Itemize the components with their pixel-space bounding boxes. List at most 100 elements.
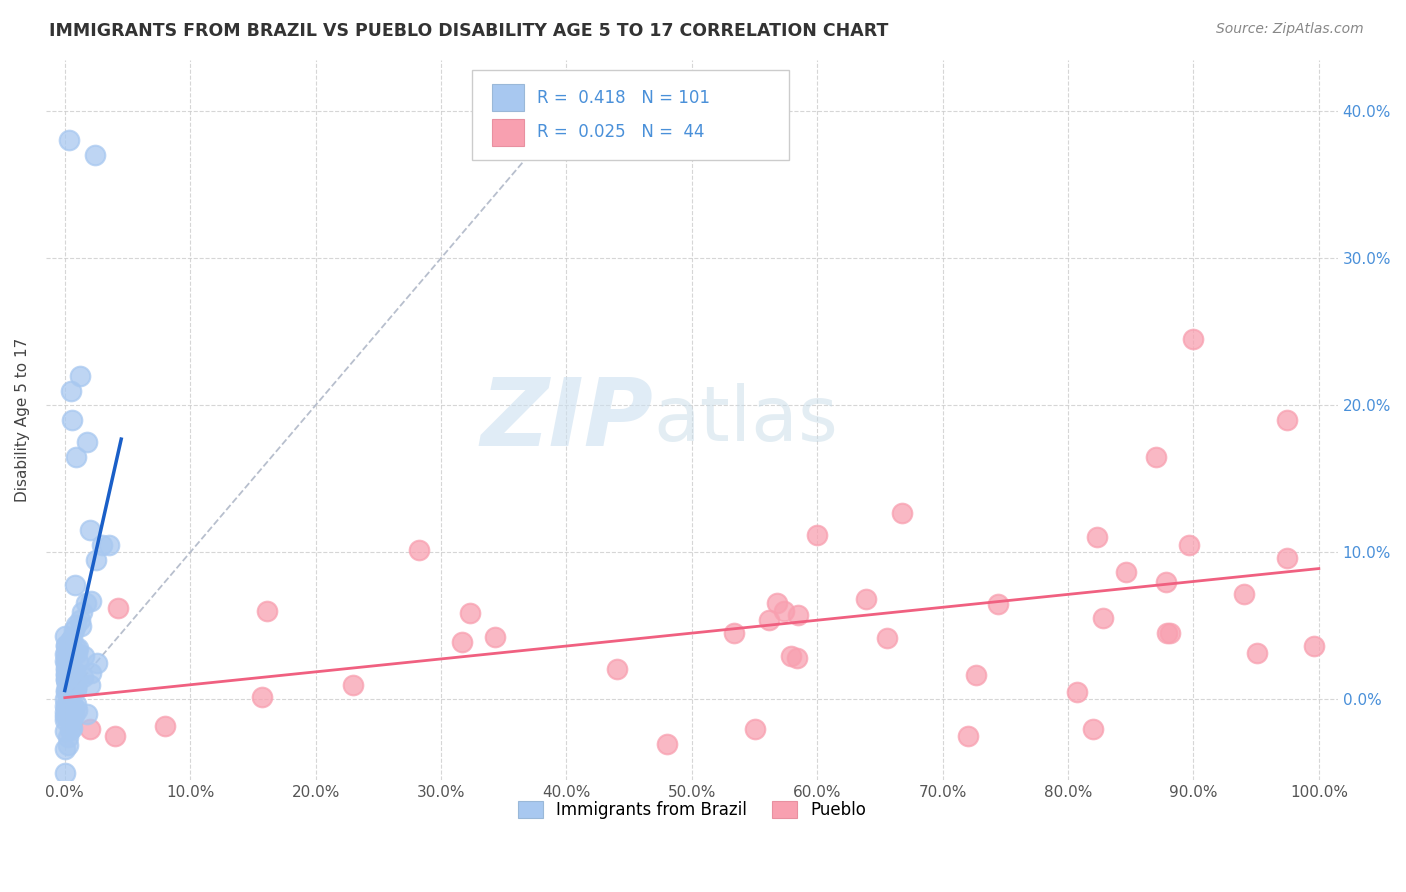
Point <box>765 596 787 610</box>
Point <box>1092 611 1115 625</box>
Point <box>53 706 76 720</box>
Point <box>965 667 987 681</box>
Point <box>1156 574 1178 589</box>
Point <box>66 673 89 687</box>
Point <box>60 710 83 724</box>
FancyBboxPatch shape <box>492 119 524 146</box>
Point <box>59 656 82 670</box>
Point <box>65 679 87 693</box>
Point <box>1144 450 1167 464</box>
Point <box>55 685 77 699</box>
Point <box>58 673 80 687</box>
Point <box>744 722 766 736</box>
Point <box>97 538 120 552</box>
Point <box>59 721 82 735</box>
Point <box>56 675 79 690</box>
Point <box>84 552 107 566</box>
Point <box>1159 625 1181 640</box>
Point <box>65 617 87 632</box>
Point <box>73 649 96 664</box>
Point <box>66 703 89 717</box>
Point <box>59 687 82 701</box>
Point <box>772 604 794 618</box>
Point <box>59 714 82 728</box>
Point <box>60 413 83 427</box>
Point <box>62 698 84 713</box>
Text: IMMIGRANTS FROM BRAZIL VS PUEBLO DISABILITY AGE 5 TO 17 CORRELATION CHART: IMMIGRANTS FROM BRAZIL VS PUEBLO DISABIL… <box>49 22 889 40</box>
Point <box>63 707 86 722</box>
Point <box>1182 332 1205 346</box>
Point <box>80 594 103 608</box>
Point <box>63 623 86 637</box>
Point <box>83 148 105 162</box>
Point <box>72 670 94 684</box>
Point <box>55 638 77 652</box>
Point <box>62 721 84 735</box>
Point <box>1085 530 1108 544</box>
Point <box>53 698 76 713</box>
Point <box>58 134 80 148</box>
Point <box>153 719 176 733</box>
Point <box>1081 722 1104 736</box>
Point <box>65 681 87 696</box>
Point <box>63 578 86 592</box>
Point <box>55 668 77 682</box>
Point <box>56 678 79 692</box>
Point <box>55 667 77 681</box>
Point <box>1115 566 1137 580</box>
Point <box>65 698 87 712</box>
FancyBboxPatch shape <box>492 84 524 112</box>
Point <box>855 592 877 607</box>
Point <box>58 683 80 698</box>
Text: atlas: atlas <box>652 383 838 457</box>
Point <box>55 661 77 675</box>
Point <box>1302 639 1324 653</box>
Point <box>55 677 77 691</box>
Point <box>1066 685 1088 699</box>
Point <box>75 596 97 610</box>
Point <box>55 709 77 723</box>
Point <box>55 655 77 669</box>
Point <box>104 729 127 743</box>
Point <box>76 435 98 450</box>
Text: ZIP: ZIP <box>481 374 652 466</box>
Point <box>53 629 76 643</box>
Point <box>59 665 82 679</box>
Point <box>58 684 80 698</box>
Point <box>70 619 93 633</box>
Point <box>55 647 77 661</box>
Point <box>53 692 76 706</box>
Text: R =  0.418   N = 101: R = 0.418 N = 101 <box>537 89 710 107</box>
Point <box>60 670 83 684</box>
Point <box>66 646 89 660</box>
Point <box>55 639 77 653</box>
Point <box>986 598 1008 612</box>
Point <box>56 663 79 677</box>
Point <box>250 690 273 705</box>
Point <box>53 713 76 727</box>
Point <box>55 706 77 721</box>
Point <box>723 626 745 640</box>
Point <box>86 656 108 670</box>
Point <box>58 698 80 712</box>
Point <box>956 729 979 743</box>
Point <box>79 678 101 692</box>
Point <box>56 658 79 673</box>
Point <box>69 613 91 627</box>
Point <box>56 682 79 697</box>
Point <box>342 678 364 692</box>
Point <box>1178 538 1201 552</box>
Point <box>1156 626 1178 640</box>
Point <box>69 368 91 383</box>
Point <box>55 682 77 697</box>
Point <box>891 506 914 520</box>
Point <box>107 601 129 615</box>
Point <box>56 739 79 753</box>
Point <box>65 450 87 464</box>
Point <box>55 673 77 687</box>
Point <box>67 640 90 655</box>
Point <box>53 742 76 756</box>
Point <box>56 784 79 798</box>
Point <box>56 731 79 745</box>
Point <box>80 666 103 681</box>
